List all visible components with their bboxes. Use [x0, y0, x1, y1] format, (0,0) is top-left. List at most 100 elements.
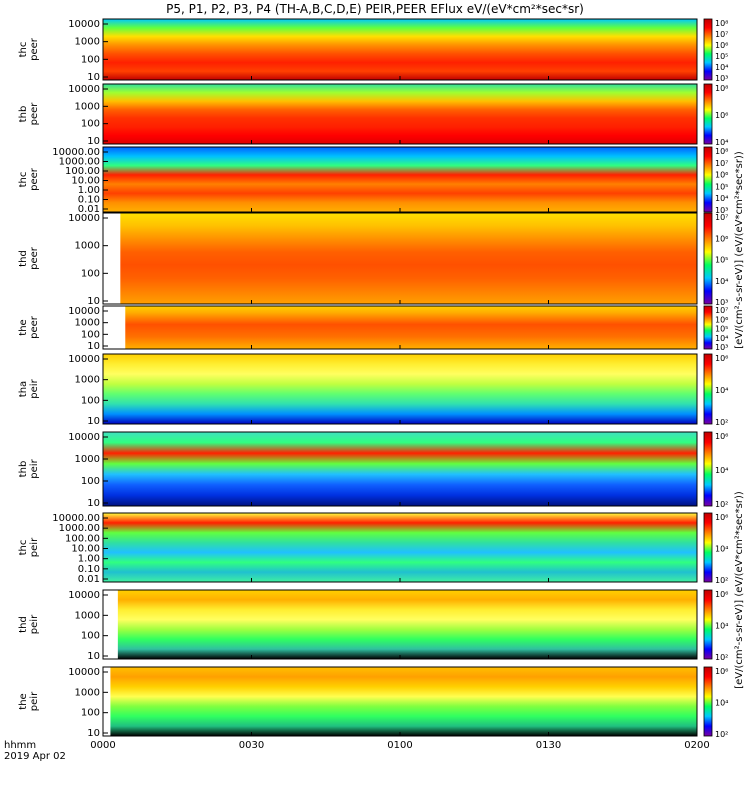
y-tick-label: 100 — [81, 395, 100, 406]
y-tick-label: 10.00 — [71, 544, 100, 555]
y-tick-label: 100 — [81, 631, 100, 642]
x-corner-label: hhmm — [4, 740, 36, 751]
y-tick-label: 10000 — [68, 590, 100, 601]
y-tick-label: 10 — [87, 296, 100, 307]
y-tick-label: 100 — [81, 54, 100, 65]
y-tick-label: 1000 — [75, 375, 100, 386]
y-axis-label: thcpeer — [18, 167, 40, 191]
colorbar-tick-label: 10² — [715, 576, 728, 585]
colorbar — [703, 431, 713, 507]
y-tick-label: 1000 — [75, 687, 100, 698]
y-axis-label-line: thc — [18, 42, 29, 58]
y-tick-label: 10 — [87, 651, 100, 662]
y-axis-label: thbpeer — [18, 102, 40, 126]
colorbar-tick-label: 10⁴ — [715, 63, 728, 72]
colorbar-tick-label: 10⁶ — [715, 354, 728, 363]
colorbar-tick-label: 10⁴ — [715, 699, 728, 708]
colorbar-tick-label: 10⁶ — [715, 432, 728, 441]
y-tick-label: 100 — [81, 476, 100, 487]
y-tick-label: 0.10 — [78, 195, 100, 206]
x-tick-label: 0130 — [536, 740, 561, 751]
colorbar-caption-peer: [eV/(cm²-s-sr-eV)] (eV/(eV*cm²*sec*sr)) — [734, 151, 745, 349]
colorbar-tick-label: 10² — [715, 418, 728, 427]
y-tick-label: 10000 — [68, 306, 100, 317]
y-axis-label-line: thc — [18, 172, 29, 188]
x-tick-label: 0100 — [387, 740, 412, 751]
colorbar-tick-label: 10⁴ — [715, 334, 728, 343]
colorbar — [703, 18, 713, 81]
y-tick-label: 10 — [87, 341, 100, 352]
colorbar-tick-label: 10⁴ — [715, 277, 728, 286]
y-tick-label: 10000 — [68, 432, 100, 443]
y-tick-label: 1000.00 — [59, 157, 100, 168]
spectrogram-panel: 10 100 1000 10000 thbpeer 10⁴ 10⁶ 10⁸ — [18, 83, 728, 147]
spectrogram-data — [103, 432, 697, 506]
y-axis-label: thepeir — [18, 691, 40, 711]
colorbar-tick-label: 10³ — [715, 343, 728, 352]
colorbar — [703, 666, 713, 737]
x-corner-label: 2019 Apr 02 — [4, 751, 66, 762]
colorbar-tick-label: 10⁴ — [715, 466, 728, 475]
y-tick-label: 10000 — [68, 667, 100, 678]
y-tick-label: 0.01 — [78, 204, 100, 215]
colorbar-tick-label: 10⁸ — [715, 19, 728, 28]
colorbar — [703, 589, 713, 660]
y-tick-label: 10000 — [68, 354, 100, 365]
spectrogram-panel: 10 100 1000 10000 thdpeer 10³ 10⁴ 10⁵ 10⁶ 10⁷ — [18, 212, 728, 307]
colorbar-caption-peir: [eV/(cm²-s-sr-eV)] (eV/(eV*cm²*sec*sr)) — [734, 491, 745, 689]
y-tick-label: 1000 — [75, 610, 100, 621]
y-axis-label: thdpeir — [18, 614, 40, 634]
y-axis-label: thcpeer — [18, 37, 40, 61]
y-axis-label-line: thd — [18, 616, 29, 633]
y-tick-label: 100.00 — [65, 166, 100, 177]
y-axis-label-line: peer — [29, 246, 40, 270]
colorbar — [703, 212, 713, 305]
y-tick-label: 10 — [87, 728, 100, 739]
y-axis-label-line: peir — [29, 378, 40, 398]
spectrogram-panel: 10 100 1000 10000 thcpeer 10³ 10⁴ 10⁵ 10⁶ 10⁷ 10⁸ — [18, 18, 728, 83]
y-axis-label: thcpeir — [18, 537, 40, 557]
y-axis-label-line: peer — [29, 315, 40, 339]
colorbar-tick-label: 10⁷ — [715, 213, 728, 222]
colorbar-tick-label: 10⁶ — [715, 590, 728, 599]
x-tick-label: 0000 — [90, 740, 115, 751]
y-axis-label-line: the — [18, 319, 29, 335]
spectrogram-data — [120, 213, 697, 304]
y-tick-label: 1.00 — [78, 554, 100, 565]
spectrogram-data — [103, 513, 697, 582]
spectrogram-panel: 10 100 1000 10000 thapeir 10² 10⁴ 10⁶ — [18, 353, 728, 427]
y-axis-label-line: peir — [29, 691, 40, 711]
colorbar — [703, 146, 713, 213]
spectrogram-panel: 10 100 1000 10000 thbpeir 10² 10⁴ 10⁶ — [18, 431, 728, 509]
y-tick-label: 1000 — [75, 101, 100, 112]
y-axis-label-line: the — [18, 693, 29, 709]
y-tick-label: 1.00 — [78, 185, 100, 196]
spectrogram-data — [103, 84, 697, 144]
colorbar-tick-label: 10⁷ — [715, 306, 728, 315]
colorbar-tick-label: 10⁶ — [715, 41, 728, 50]
y-tick-label: 1000 — [75, 241, 100, 252]
colorbar-tick-label: 10⁴ — [715, 545, 728, 554]
colorbar-tick-label: 10⁶ — [715, 315, 728, 324]
colorbar-tick-label: 10³ — [715, 206, 728, 215]
spectrogram-data — [103, 147, 697, 212]
colorbar-tick-label: 10⁶ — [715, 667, 728, 676]
y-tick-label: 10.00 — [71, 176, 100, 187]
colorbar-tick-label: 10² — [715, 730, 728, 739]
colorbar-tick-label: 10⁵ — [715, 182, 728, 191]
figure-title: P5, P1, P2, P3, P4 (TH-A,B,C,D,E) PEIR,P… — [166, 2, 584, 16]
colorbar-tick-label: 10² — [715, 653, 728, 662]
y-tick-label: 0.01 — [78, 574, 100, 585]
colorbar-tick-label: 10⁵ — [715, 325, 728, 334]
colorbar-tick-label: 10³ — [715, 298, 728, 307]
colorbar-tick-label: 10⁴ — [715, 386, 728, 395]
x-tick-label: 0200 — [684, 740, 709, 751]
y-axis-label: thbpeir — [18, 458, 40, 478]
y-tick-label: 1000 — [75, 318, 100, 329]
spectrogram-panel: 10 100 1000 10000 thepeir 10² 10⁴ 10⁶ — [18, 666, 728, 739]
colorbar-tick-label: 10⁷ — [715, 159, 728, 168]
